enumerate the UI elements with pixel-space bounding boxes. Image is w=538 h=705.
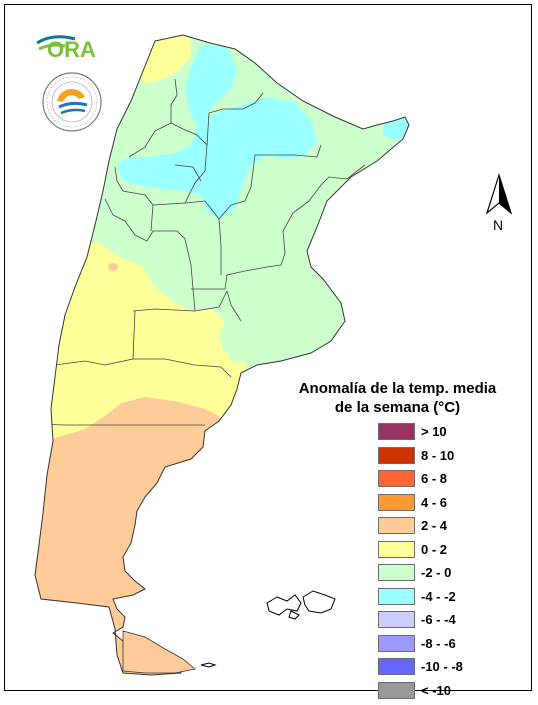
- region-anomaly-4-2-north: [117, 45, 317, 219]
- legend-swatch: [378, 493, 415, 511]
- legend-label: < -10: [421, 682, 451, 698]
- north-label: N: [493, 217, 504, 233]
- legend-swatch: [378, 564, 415, 581]
- legend-swatch: [378, 423, 415, 440]
- tierra-del-fuego: [122, 630, 196, 674]
- legend-title-line1: Anomalía de la temp. media: [298, 380, 497, 397]
- legend-label: 8 - 10: [421, 447, 455, 463]
- legend-swatch: [378, 517, 415, 534]
- ora-wordmark: ORA: [47, 37, 96, 62]
- north-arrow-icon: [485, 173, 513, 215]
- legend-swatch: [378, 611, 415, 628]
- legend-label: -6 - -4: [421, 612, 456, 627]
- legend-swatch: [378, 587, 415, 605]
- legend-label: 2 - 4: [421, 518, 448, 533]
- province-borders: [35, 78, 366, 426]
- legend-label: 4 - 6: [421, 494, 448, 510]
- north-arrow: N: [483, 173, 515, 237]
- legend-label: > 10: [421, 424, 447, 439]
- isla-de-los-estados: [200, 662, 217, 668]
- smn-seal-logo: [41, 71, 103, 138]
- map-frame: ORA N Anomalía de la temp. media de la s…: [4, 4, 532, 699]
- legend-label: 0 - 2: [421, 541, 448, 557]
- legend-swatch: [378, 658, 415, 675]
- legend-title-line2: de la semana (°C): [334, 399, 461, 416]
- legend-swatch: [378, 470, 415, 487]
- region-anomaly-0-2-spot: [229, 351, 245, 363]
- legend-label: -10 - -8: [421, 659, 463, 674]
- legend-title: Anomalía de la temp. media de la semana …: [295, 379, 500, 417]
- legend-label: 6 - 8: [421, 471, 448, 486]
- ora-logo-mark: ORA: [36, 35, 96, 62]
- legend-label: -8 - -6: [421, 635, 456, 651]
- region-anomaly-2-4-spot: [108, 263, 118, 271]
- malvinas-islands: [266, 590, 336, 620]
- legend-swatch: [378, 446, 415, 464]
- argentina-map: [34, 34, 410, 676]
- legend-swatch: [378, 540, 415, 558]
- ora-logo: ORA: [35, 31, 105, 68]
- legend-label: -4 - -2: [421, 588, 456, 604]
- smn-seal: [42, 72, 102, 132]
- legend-label: -2 - 0: [421, 565, 452, 580]
- legend-swatch: [378, 634, 415, 652]
